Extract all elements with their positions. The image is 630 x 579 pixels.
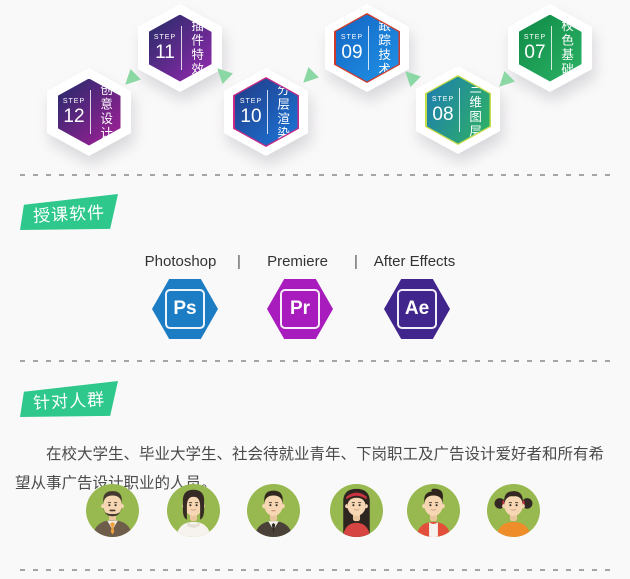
step-label: 分层渲染 — [275, 83, 290, 141]
label-separator: | — [354, 253, 358, 270]
avatar-man-with-beard — [86, 484, 139, 537]
dashed-divider — [20, 360, 610, 362]
avatar-image — [487, 484, 540, 537]
divider — [181, 26, 183, 70]
software-label: Premiere — [267, 253, 328, 270]
step-number-block: STEP 11 — [154, 34, 176, 62]
step-number-block: STEP 07 — [524, 34, 546, 62]
step-hexagon-11: STEP 11 插件特效 — [138, 4, 222, 92]
step-hexagon-09: STEP 09 跟踪技术 — [325, 4, 409, 92]
software-label: Photoshop — [144, 253, 217, 270]
step-number: 07 — [524, 42, 546, 63]
avatar-image — [167, 484, 220, 537]
section-title: 针对人群 — [32, 389, 106, 413]
step-word: STEP — [62, 98, 86, 105]
step-word: STEP — [523, 34, 547, 41]
hexagon-rim: STEP 11 插件特效 — [147, 13, 213, 83]
step-number-block: STEP 08 — [432, 96, 454, 124]
premiere-icon: Pr — [267, 279, 333, 339]
step-word: STEP — [340, 34, 364, 41]
step-hexagon-12: STEP 12 创意设计 — [47, 68, 131, 156]
software-label: After Effects — [373, 253, 456, 270]
avatar-image — [407, 484, 460, 537]
divider — [267, 90, 269, 134]
avatar-woman-long-hair — [330, 484, 383, 537]
avatar-image — [247, 484, 300, 537]
step-label: 插件特效 — [189, 19, 204, 77]
after-effects-icon: Ae — [384, 279, 450, 339]
dashed-divider — [20, 174, 610, 176]
avatar-image — [86, 484, 139, 537]
divider — [459, 88, 461, 132]
step-number: 12 — [63, 106, 85, 127]
avatar-boy-spiky-hair — [407, 484, 460, 537]
audience-paragraph: 在校大学生、毕业大学生、社会待就业青年、下岗职工及广告设计爱好者和所有希望从事广… — [15, 445, 605, 492]
step-number: 11 — [155, 42, 175, 63]
hexagon-rim: STEP 07 校色基础 — [517, 13, 583, 83]
step-number-block: STEP 10 — [240, 98, 262, 126]
step-label: 跟踪技术 — [376, 19, 391, 77]
step-number: 10 — [240, 106, 262, 127]
app-abbr: Ps — [165, 289, 205, 329]
step-label: 创意设计 — [98, 83, 113, 141]
app-abbr: Pr — [280, 289, 320, 329]
step-word: STEP — [431, 96, 455, 103]
label-separator: | — [237, 253, 241, 270]
section-tag-software: 授课软件 — [20, 194, 118, 230]
avatar-image — [330, 484, 383, 537]
hexagon-rim: STEP 12 创意设计 — [56, 77, 122, 147]
app-abbr: Ae — [397, 289, 437, 329]
step-number: 08 — [432, 104, 454, 125]
step-number: 09 — [341, 42, 363, 63]
step-number-block: STEP 12 — [63, 98, 85, 126]
step-word: STEP — [239, 98, 263, 105]
step-label: 校色基础 — [559, 19, 574, 77]
avatar-woman-short-hair — [167, 484, 220, 537]
software-labels-row: Photoshop | Premiere | After Effects — [128, 253, 467, 270]
divider — [90, 90, 92, 134]
step-label: 三维图层 — [467, 81, 482, 139]
step-hexagon-08: STEP 08 三维图层 — [416, 66, 500, 154]
step-hexagon-07: STEP 07 校色基础 — [508, 4, 592, 92]
photoshop-icon: Ps — [152, 279, 218, 339]
divider — [551, 26, 553, 70]
section-title: 授课软件 — [32, 202, 106, 226]
section-tag-audience: 针对人群 — [20, 381, 118, 417]
avatar-man-in-suit — [247, 484, 300, 537]
dashed-divider — [20, 569, 610, 571]
step-word: STEP — [153, 34, 177, 41]
step-number-block: STEP 09 — [341, 34, 363, 62]
avatar-girl-pigtails — [487, 484, 540, 537]
step-hexagon-10: STEP 10 分层渲染 — [224, 68, 308, 156]
divider — [368, 26, 370, 70]
